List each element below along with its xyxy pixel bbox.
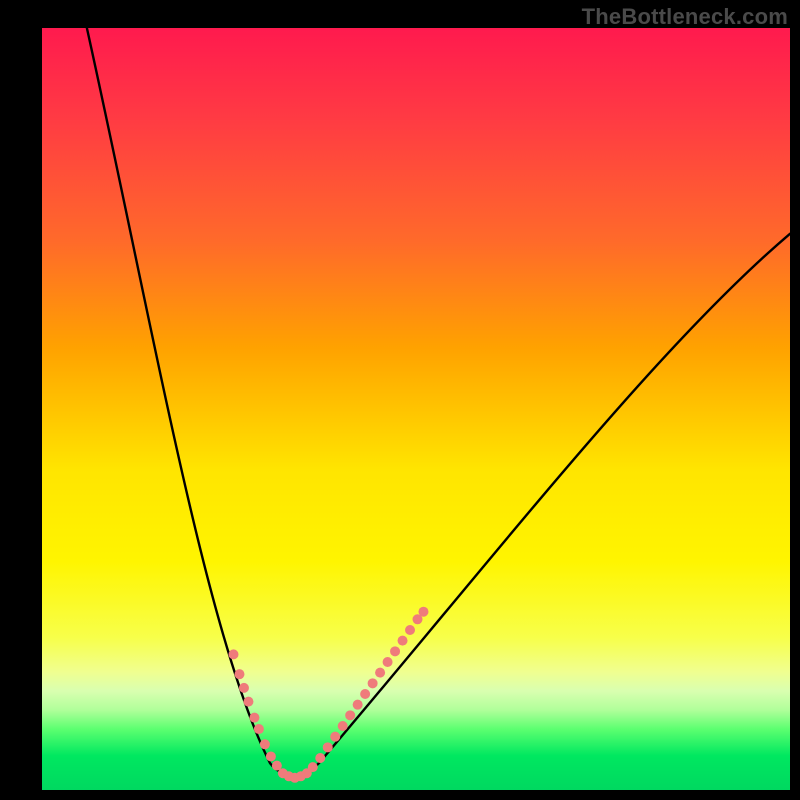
marker-point <box>260 739 270 749</box>
marker-point <box>243 697 253 707</box>
marker-point <box>418 607 428 617</box>
gradient-background <box>42 28 790 790</box>
marker-point <box>234 669 244 679</box>
marker-point <box>398 636 408 646</box>
marker-point <box>315 753 325 763</box>
marker-point <box>360 689 370 699</box>
marker-point <box>308 762 318 772</box>
watermark-text: TheBottleneck.com <box>582 4 788 30</box>
marker-point <box>228 649 238 659</box>
chart-frame: TheBottleneck.com <box>0 0 800 800</box>
marker-point <box>345 710 355 720</box>
marker-point <box>330 732 340 742</box>
marker-point <box>239 683 249 693</box>
marker-point <box>353 700 363 710</box>
marker-point <box>375 668 385 678</box>
marker-point <box>368 678 378 688</box>
marker-point <box>323 742 333 752</box>
marker-point <box>254 724 264 734</box>
marker-point <box>338 721 348 731</box>
marker-point <box>249 713 259 723</box>
plot-svg <box>42 28 790 790</box>
plot-area <box>42 28 790 790</box>
marker-point <box>390 646 400 656</box>
marker-point <box>405 625 415 635</box>
marker-point <box>266 751 276 761</box>
marker-point <box>383 657 393 667</box>
